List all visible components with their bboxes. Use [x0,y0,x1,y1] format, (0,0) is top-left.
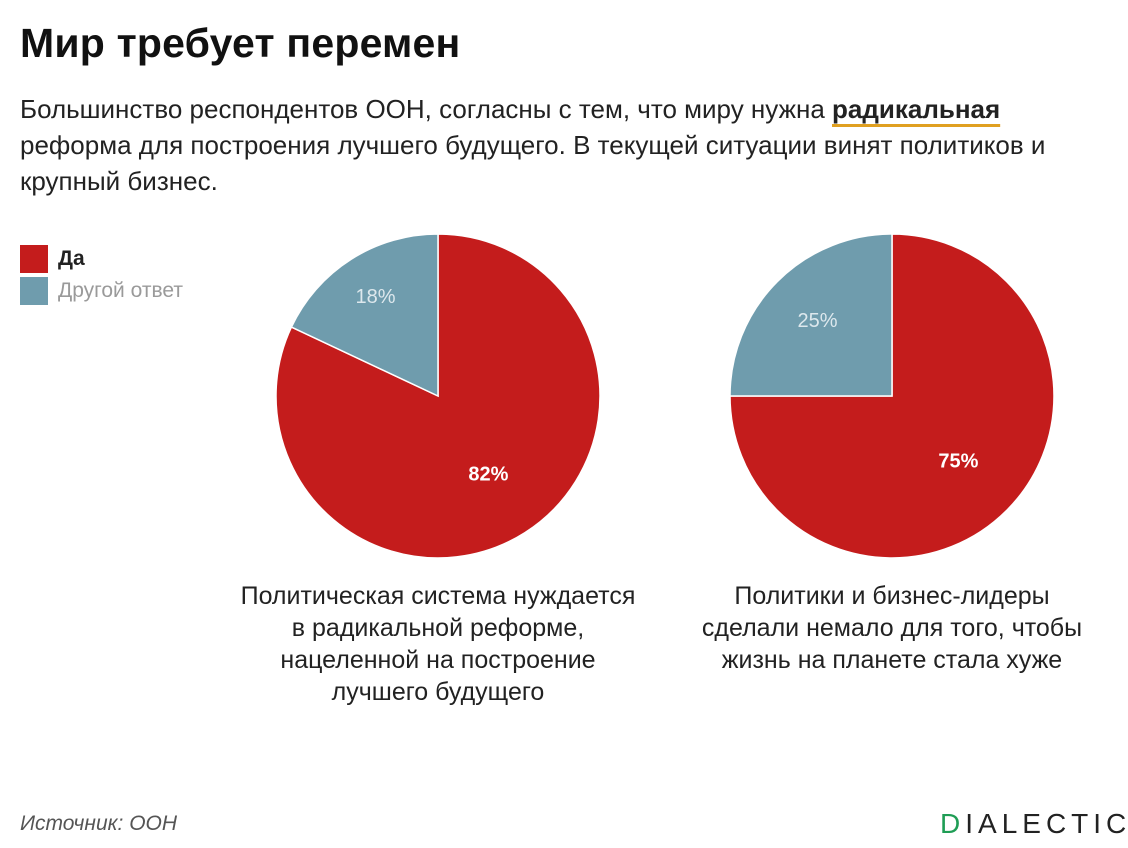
subtitle-highlight: радикальная [832,94,1001,124]
chart-subtitle: Большинство респондентов ООН, согласны с… [20,91,1110,199]
pie-slice-other [729,233,893,397]
dialectic-logo: DIALECTIC [940,808,1128,840]
source-note: Источник: ООН [20,812,178,835]
legend: Да Другой ответ [20,244,183,308]
pie-caption-political-system: Политическая система нуждается в радикал… [240,582,636,706]
legend-swatch-other [20,276,48,305]
legend-item-yes: Да [20,244,183,273]
pie-caption-leaders: Политики и бизнес-лидеры сделали немало … [701,582,1083,674]
pie-slice-yes-label: 75% [938,451,978,473]
subtitle-text-start: Большинство респондентов ООН, согласны с… [20,94,833,124]
legend-swatch-yes [20,244,48,273]
logo-letter-d: D [940,808,966,839]
chart-title: Мир требует перемен [20,20,461,66]
pie-slice-other-label: 18% [355,286,395,308]
pie-slice-other-label: 25% [798,310,838,332]
subtitle-text-end: реформа для построения лучшего будущего.… [20,130,1046,196]
pie-slice-other [290,233,439,398]
pie-slice-yes-label: 82% [468,464,508,486]
logo-text: IALECTIC [965,808,1128,839]
legend-label-other: Другой ответ [58,278,183,302]
legend-label-yes: Да [58,246,85,270]
legend-item-other: Другой ответ [20,276,183,305]
pie-chart-leaders: 75% 25% [729,233,1055,559]
pie-chart-political-system: 82% 18% [275,233,601,559]
